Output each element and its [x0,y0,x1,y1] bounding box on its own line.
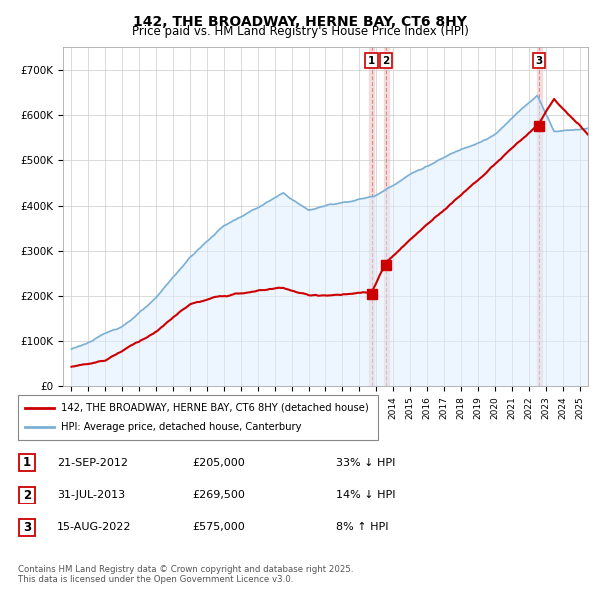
FancyBboxPatch shape [19,519,35,536]
FancyBboxPatch shape [19,454,35,471]
Bar [536,47,542,386]
Text: 3: 3 [23,521,31,534]
Text: Price paid vs. HM Land Registry's House Price Index (HPI): Price paid vs. HM Land Registry's House … [131,25,469,38]
Text: 8% ↑ HPI: 8% ↑ HPI [336,523,389,532]
Text: HPI: Average price, detached house, Canterbury: HPI: Average price, detached house, Cant… [61,422,302,432]
Text: 31-JUL-2013: 31-JUL-2013 [57,490,125,500]
Text: 3: 3 [536,56,543,65]
Text: 21-SEP-2012: 21-SEP-2012 [57,458,128,467]
Bar [369,47,374,386]
FancyBboxPatch shape [18,395,378,440]
FancyBboxPatch shape [19,487,35,503]
Text: 1: 1 [368,56,375,65]
Text: Contains HM Land Registry data © Crown copyright and database right 2025.
This d: Contains HM Land Registry data © Crown c… [18,565,353,584]
Text: £205,000: £205,000 [192,458,245,467]
Text: 2: 2 [23,489,31,502]
Text: 142, THE BROADWAY, HERNE BAY, CT6 8HY (detached house): 142, THE BROADWAY, HERNE BAY, CT6 8HY (d… [61,403,369,412]
Bar [383,47,389,386]
Text: £575,000: £575,000 [192,523,245,532]
Text: 142, THE BROADWAY, HERNE BAY, CT6 8HY: 142, THE BROADWAY, HERNE BAY, CT6 8HY [133,15,467,29]
Text: 33% ↓ HPI: 33% ↓ HPI [336,458,395,467]
Text: £269,500: £269,500 [192,490,245,500]
Text: 2: 2 [383,56,390,65]
Text: 15-AUG-2022: 15-AUG-2022 [57,523,131,532]
Text: 14% ↓ HPI: 14% ↓ HPI [336,490,395,500]
Text: 1: 1 [23,456,31,469]
